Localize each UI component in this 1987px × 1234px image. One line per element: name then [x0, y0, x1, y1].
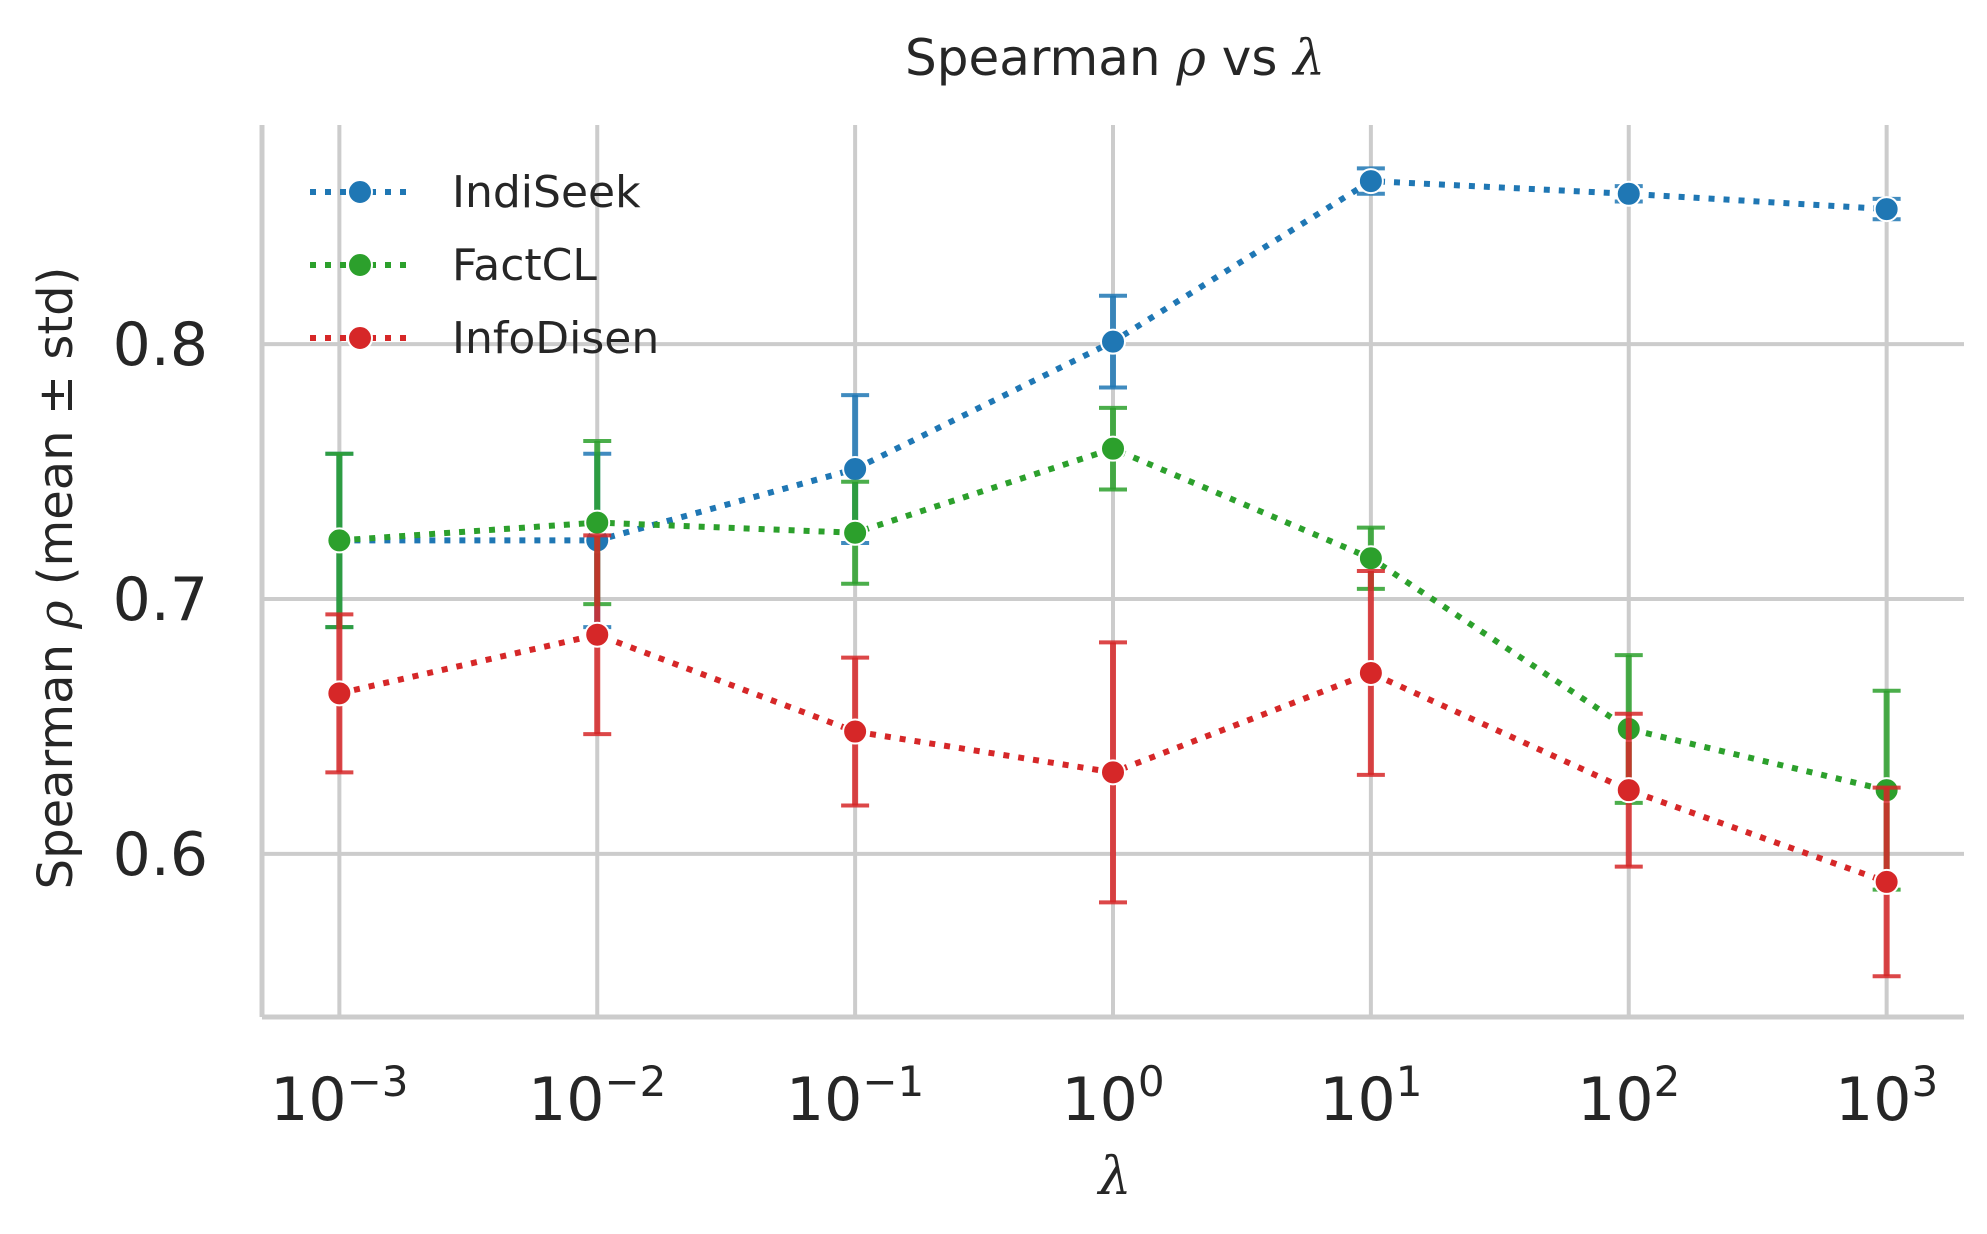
- x-tick-label: 101: [1319, 1057, 1422, 1135]
- data-point: [842, 718, 869, 745]
- title-prefix: Spearman: [905, 29, 1176, 87]
- title-lambda: λ: [1291, 29, 1325, 87]
- data-point: [584, 509, 611, 536]
- chart-title: Spearman ρ vs λ: [905, 29, 1325, 87]
- title-rho: ρ: [1175, 29, 1206, 87]
- data-point: [1873, 868, 1900, 895]
- data-point: [1100, 435, 1126, 462]
- data-point: [1873, 196, 1900, 223]
- legend-marker: [347, 325, 373, 351]
- data-point: [1357, 168, 1384, 195]
- legend-item-factcl: FactCL: [310, 240, 597, 291]
- legend-marker: [347, 252, 373, 278]
- data-point: [842, 456, 869, 483]
- legend: IndiSeek FactCL InfoDisen: [310, 167, 659, 364]
- x-tick-label: 10−2: [528, 1057, 666, 1135]
- title-mid: vs: [1206, 29, 1293, 87]
- y-tick-label: 0.6: [113, 820, 208, 890]
- y-tick-label: 0.8: [113, 310, 208, 380]
- ylabel-rho: ρ: [28, 601, 84, 630]
- x-tick-label: 102: [1577, 1057, 1680, 1135]
- y-axis-label: Spearman ρ (mean ± std): [28, 267, 84, 890]
- series-infodisen: [325, 533, 1901, 979]
- data-point: [584, 621, 611, 648]
- data-point: [1100, 328, 1126, 355]
- ylabel-suffix: (mean ± std): [28, 267, 84, 601]
- data-point: [1100, 759, 1126, 786]
- x-axis-label: λ: [1097, 1147, 1132, 1207]
- legend-item-infodisen: InfoDisen: [310, 313, 659, 364]
- y-tick-label: 0.7: [113, 565, 208, 635]
- data-point: [1615, 777, 1642, 804]
- series: [325, 166, 1901, 979]
- legend-marker: [347, 179, 373, 205]
- x-tick-label: 100: [1061, 1057, 1164, 1135]
- data-point: [326, 680, 353, 707]
- legend-item-indiseek: IndiSeek: [310, 167, 641, 218]
- axes: 10−3 10−2 10−1 100 101 102 103 0.6 0.7 0.8: [113, 125, 1964, 1135]
- legend-label: IndiSeek: [452, 167, 641, 218]
- data-point: [1357, 659, 1384, 686]
- data-point: [326, 527, 353, 554]
- ylabel-prefix: Spearman: [28, 629, 84, 890]
- data-point: [842, 519, 869, 546]
- data-point: [1615, 180, 1642, 207]
- x-tick-label: 103: [1835, 1057, 1938, 1135]
- legend-label: FactCL: [452, 240, 597, 291]
- x-tick-label: 10−1: [786, 1057, 924, 1135]
- x-tick-label: 10−3: [270, 1057, 408, 1135]
- data-point: [1357, 545, 1384, 572]
- legend-label: InfoDisen: [452, 313, 659, 364]
